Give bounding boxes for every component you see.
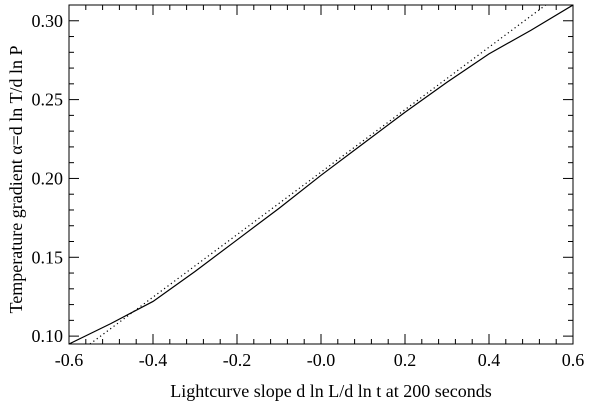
- labels-layer: -0.6 -0.4 -0.2 -0.0 0.2 0.4 0.6 0.10 0.15 0.20 0.2…: [32, 11, 585, 370]
- y-tick-label: 0.30: [32, 11, 64, 31]
- x-tick-label: 0.6: [562, 350, 585, 370]
- series-layer: [69, 5, 573, 344]
- x-axis-label: Lightcurve slope d ln L/d ln t at 200 se…: [170, 381, 491, 401]
- solid-series-line: [69, 5, 573, 344]
- x-tick-label: -0.0: [307, 350, 336, 370]
- x-tick-label: 0.2: [394, 350, 417, 370]
- dotted-series-line: [89, 5, 547, 344]
- plot-frame: [68, 4, 574, 345]
- x-tick-label: -0.6: [55, 350, 84, 370]
- x-tick-label: -0.2: [223, 350, 252, 370]
- x-tick-label: -0.4: [139, 350, 168, 370]
- y-tick-label: 0.10: [32, 326, 64, 346]
- x-tick-label: 0.4: [478, 350, 501, 370]
- ticks-layer: [68, 4, 574, 344]
- y-tick-label: 0.20: [32, 168, 64, 188]
- y-axis-label: Temperature gradient α=d ln T/d ln P: [6, 46, 26, 314]
- y-tick-label: 0.15: [32, 247, 64, 267]
- y-tick-label: 0.25: [32, 90, 64, 110]
